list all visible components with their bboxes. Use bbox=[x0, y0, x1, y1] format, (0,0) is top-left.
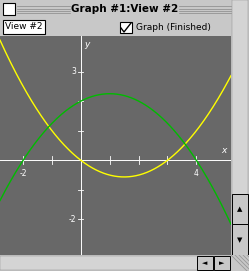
Bar bbox=[232, 0, 248, 255]
Bar bbox=[3, 20, 45, 34]
Text: 4: 4 bbox=[194, 169, 199, 178]
Bar bbox=[232, 224, 248, 255]
Text: View #2: View #2 bbox=[5, 22, 43, 31]
Text: ▲: ▲ bbox=[237, 206, 243, 212]
Bar bbox=[3, 3, 15, 15]
Text: ◄: ◄ bbox=[202, 260, 208, 266]
Text: Graph #1:View #2: Graph #1:View #2 bbox=[71, 4, 178, 14]
Bar bbox=[120, 22, 132, 33]
Text: y: y bbox=[84, 40, 90, 49]
Text: Graph (Finished): Graph (Finished) bbox=[136, 22, 211, 31]
Text: ►: ► bbox=[219, 260, 225, 266]
Text: 3: 3 bbox=[72, 67, 76, 76]
Bar bbox=[197, 256, 213, 270]
Text: ▼: ▼ bbox=[237, 237, 243, 243]
Text: x: x bbox=[221, 146, 227, 155]
Bar bbox=[233, 3, 246, 15]
Text: -2: -2 bbox=[69, 215, 76, 224]
Bar bbox=[214, 256, 230, 270]
Text: -2: -2 bbox=[19, 169, 27, 178]
Bar bbox=[232, 194, 248, 224]
Bar bbox=[0, 256, 231, 270]
